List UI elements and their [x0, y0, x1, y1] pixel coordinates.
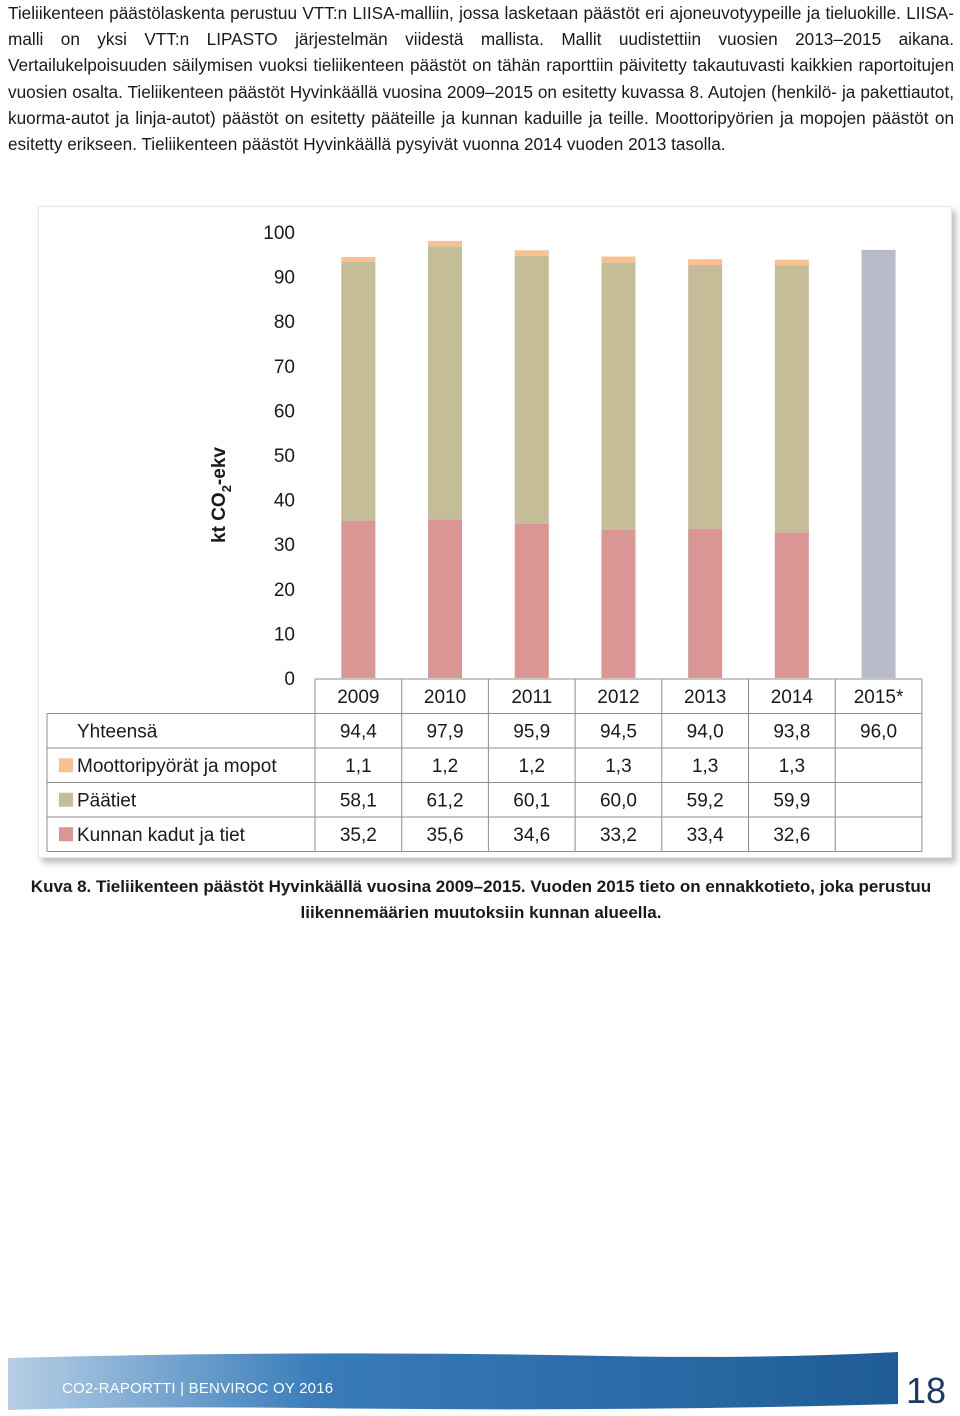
x-category-label: 2010 — [424, 687, 466, 708]
legend-swatch — [59, 827, 73, 842]
bar-segment — [601, 529, 636, 678]
y-tick-label: 80 — [274, 312, 295, 333]
x-category-label: 2014 — [771, 687, 814, 708]
bar-segment — [428, 240, 463, 247]
data-cell: 93,8 — [773, 722, 810, 743]
emissions-chart: 0 10 20 30 40 50 60 70 80 90 100 kt CO2-ekv 2009 20… — [38, 206, 952, 858]
data-cell: 1,1 — [345, 756, 371, 777]
bar-segment — [601, 262, 636, 530]
y-axis-label-suffix: -ekv — [209, 447, 230, 485]
data-cell: 60,1 — [513, 791, 550, 812]
data-cell: 60,0 — [600, 791, 637, 812]
y-axis-label-sub: 2 — [219, 485, 234, 492]
series-row-label: Yhteensä — [77, 722, 158, 743]
data-cell: 1,2 — [519, 756, 545, 777]
y-tick-label: 100 — [263, 223, 295, 244]
legend-swatch — [59, 758, 73, 773]
bar-segment — [514, 523, 549, 678]
y-axis-label-main: kt CO — [209, 492, 230, 543]
data-cell: 61,2 — [427, 791, 464, 812]
data-cell: 1,3 — [605, 756, 631, 777]
x-category-label: 2012 — [597, 687, 639, 708]
x-category-label: 2015* — [854, 687, 904, 708]
y-axis-label: kt CO2-ekv — [209, 447, 234, 543]
data-cell: 35,6 — [427, 825, 464, 846]
data-cell: 94,0 — [687, 722, 724, 743]
y-tick-label: 50 — [274, 446, 295, 467]
data-cell: 1,3 — [779, 756, 805, 777]
y-tick-label: 60 — [274, 401, 295, 422]
y-tick-label: 40 — [274, 491, 295, 512]
y-tick-label: 70 — [274, 357, 295, 378]
bar-segment — [688, 265, 723, 530]
page-number: 18 — [906, 1370, 947, 1411]
y-tick-label: 30 — [274, 535, 295, 556]
x-category-label: 2011 — [511, 687, 552, 708]
data-cell: 59,2 — [687, 791, 724, 812]
y-tick-label: 10 — [274, 624, 295, 645]
y-axis: 0 10 20 30 40 50 60 70 80 90 100 — [263, 223, 295, 690]
bar-segment — [774, 259, 809, 266]
footer-bar — [8, 1352, 898, 1410]
y-tick-label: 0 — [284, 669, 295, 690]
data-cell: 1,3 — [692, 756, 718, 777]
data-cell: 94,5 — [600, 722, 637, 743]
y-tick-label: 20 — [274, 580, 295, 601]
data-cell: 33,2 — [600, 825, 637, 846]
bar-segment — [341, 521, 376, 678]
bar-segment — [514, 255, 549, 524]
body-paragraph: Tieliikenteen päästölaskenta perustuu VT… — [8, 3, 954, 155]
bar-segment — [601, 256, 636, 263]
bar-segment — [688, 259, 723, 266]
data-cell: 58,1 — [340, 791, 377, 812]
x-category-label: 2013 — [684, 687, 726, 708]
bar-segment — [774, 532, 809, 678]
footer-text: CO2-RAPORTTI | BENVIROC OY 2016 — [62, 1380, 334, 1397]
data-cell: 97,9 — [427, 722, 464, 743]
bar-segment — [341, 261, 376, 522]
bar-segment — [341, 256, 376, 262]
series-row-label: Päätiet — [77, 791, 137, 812]
data-cell: 59,9 — [773, 791, 810, 812]
figure-caption: Kuva 8. Tieliikenteen päästöt Hyvinkääll… — [30, 877, 932, 922]
bar-segment — [774, 265, 809, 533]
data-table: 2009 2010 2011 2012 2013 2014 2015* Yhteensä 94,… — [46, 678, 923, 852]
bar-segment — [428, 519, 463, 678]
y-tick-label: 90 — [274, 268, 295, 289]
series-row-label: Kunnan kadut ja tiet — [77, 825, 246, 846]
data-cell: 35,2 — [340, 825, 377, 846]
data-cell: 33,4 — [687, 825, 724, 846]
x-category-label: 2009 — [337, 687, 379, 708]
data-cell: 34,6 — [513, 825, 550, 846]
data-cell: 95,9 — [513, 722, 550, 743]
legend-swatch — [59, 792, 73, 807]
data-cell: 1,2 — [432, 756, 458, 777]
data-cell: 94,4 — [340, 722, 377, 743]
estimate-bar — [861, 249, 896, 678]
bar-segment — [688, 529, 723, 678]
data-cell: 32,6 — [773, 825, 810, 846]
bars-layer — [341, 240, 896, 678]
data-cell: 96,0 — [860, 722, 897, 743]
bar-segment — [428, 246, 463, 520]
series-row-label: Moottoripyörät ja mopot — [77, 756, 277, 777]
bar-segment — [514, 250, 549, 256]
